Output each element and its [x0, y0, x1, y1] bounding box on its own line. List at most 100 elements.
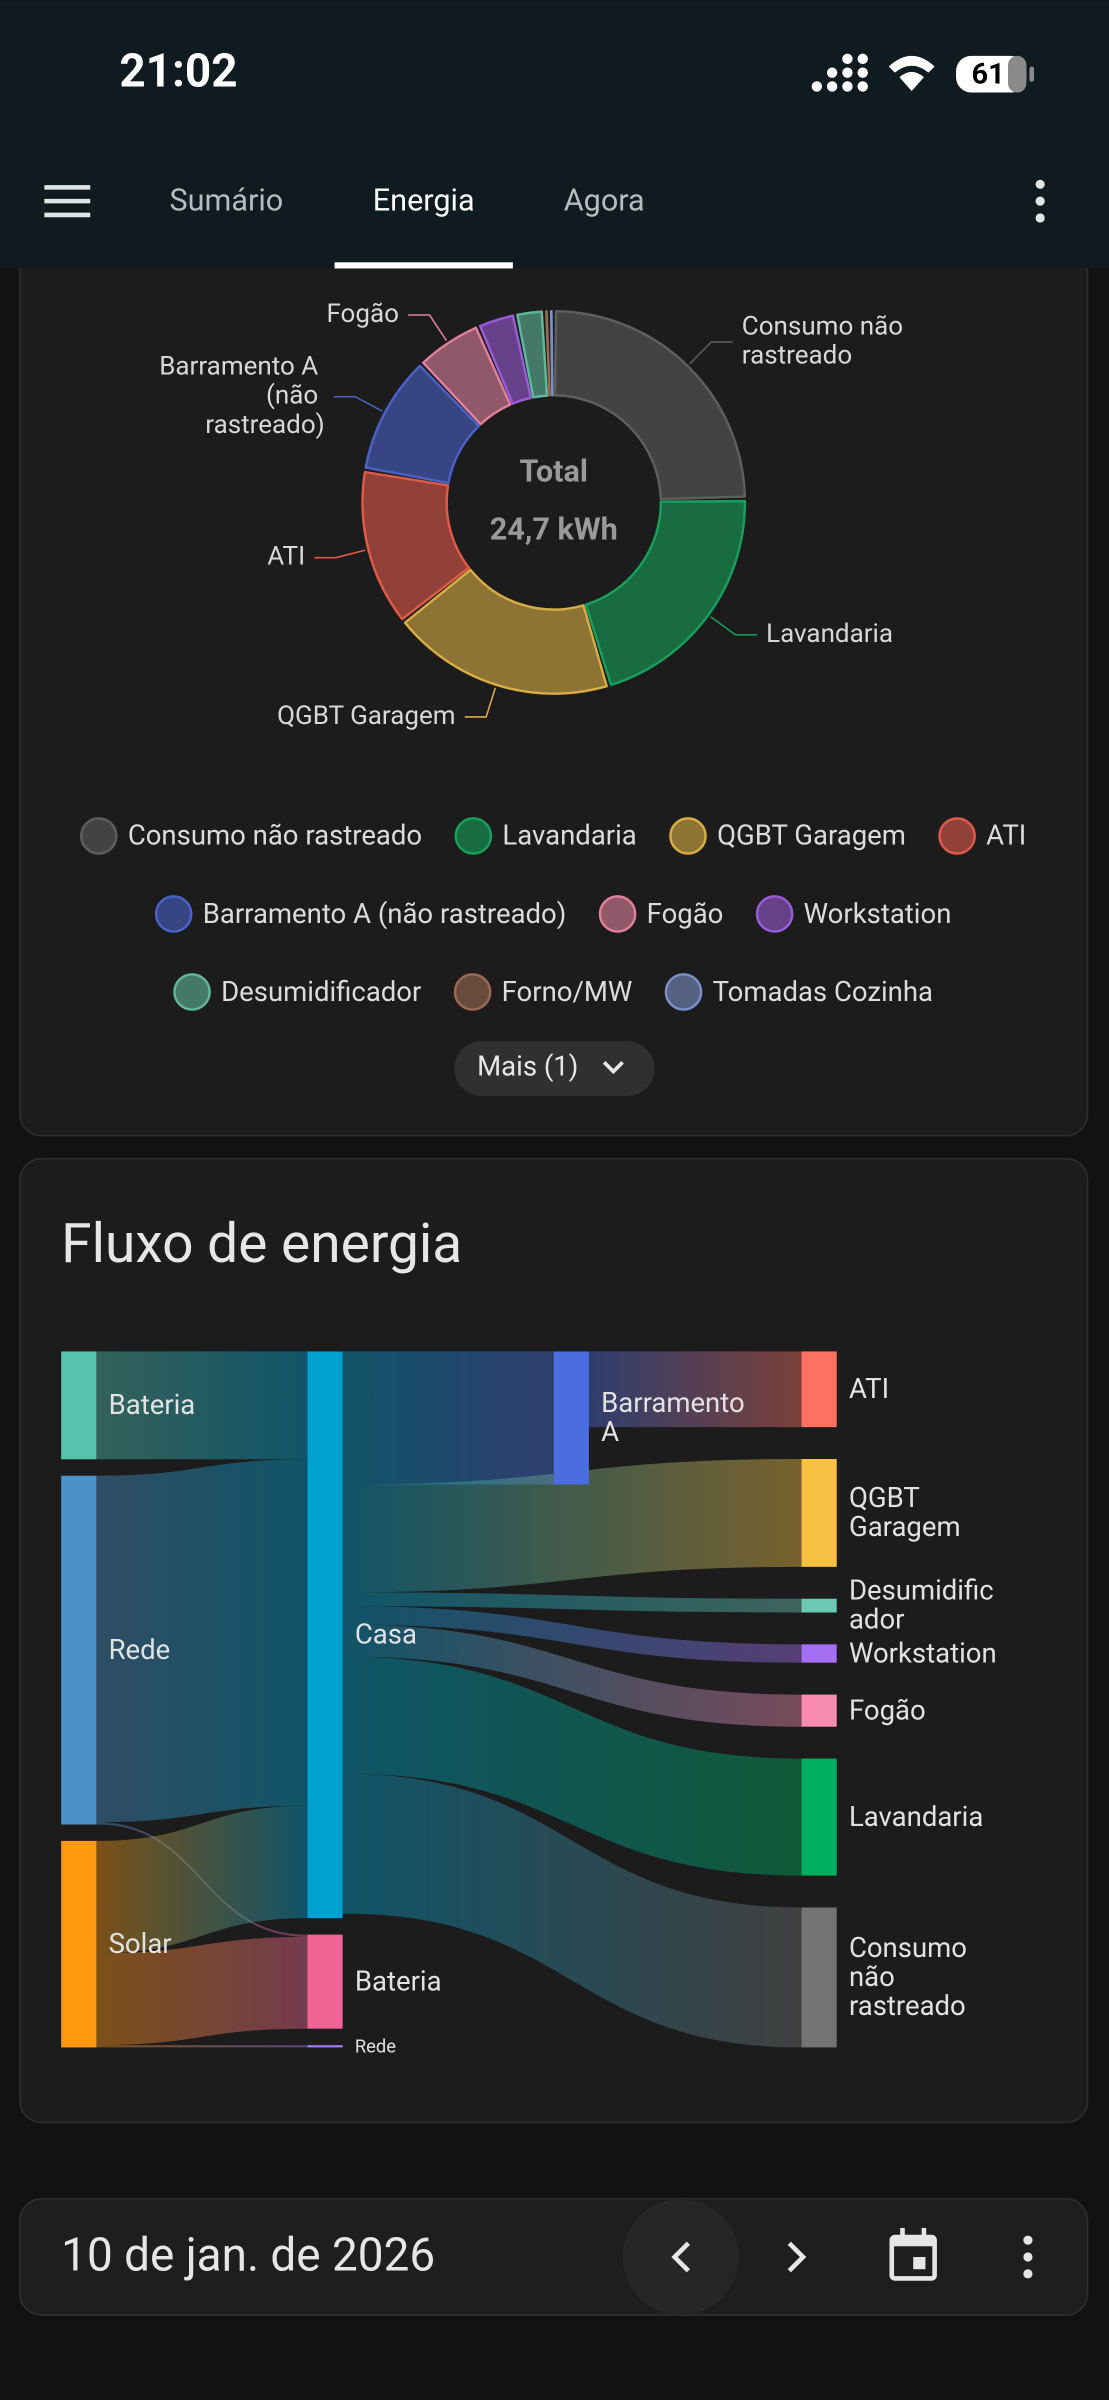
label-line: Barramento — [601, 1386, 751, 1419]
battery-tip — [1029, 66, 1035, 82]
donut-label: ATI — [267, 542, 305, 572]
label-line: rastreado) — [205, 410, 324, 440]
sankey-link — [96, 1805, 308, 1954]
legend: Consumo não rastreado Lavandaria QGBT Gara… — [79, 817, 1026, 1011]
legend-item: Workstation — [755, 895, 952, 933]
legend-label: Consumo não rastreado — [128, 819, 422, 852]
legend-swatch — [598, 895, 637, 933]
signal-icon — [811, 53, 868, 92]
sankey-node-label: Fogão — [849, 1693, 926, 1726]
legend-label: QGBT Garagem — [717, 819, 906, 852]
sankey-link — [96, 1459, 308, 1823]
overflow-menu-button[interactable] — [1035, 179, 1045, 223]
sankey-chart: Bateria Rede Solar Casa Bateria Rede Barrament… — [61, 1351, 997, 2058]
leader-line — [333, 395, 383, 412]
sankey-link — [342, 1624, 802, 1727]
sankey-link — [342, 1656, 802, 1876]
sankey-node — [553, 1351, 589, 1485]
donut-segment — [361, 470, 471, 621]
donut-chart: Consumo não rastreado Lavandaria QGBT Gara… — [159, 299, 909, 731]
sankey-node-label: Solar — [109, 1927, 172, 1960]
sankey-node-label: Workstation — [849, 1636, 997, 1669]
chevron-down-icon[interactable] — [602, 1061, 624, 1075]
tab[interactable]: Sumário — [170, 184, 284, 219]
legend-swatch — [453, 973, 492, 1011]
label-line: rastreado — [742, 340, 852, 370]
date-overflow-button[interactable] — [1023, 2235, 1033, 2279]
calendar-button[interactable] — [889, 2227, 937, 2281]
label-line: não — [849, 1960, 902, 1993]
tab[interactable]: Agora — [564, 184, 645, 219]
card-title: Fluxo de energia — [61, 1212, 462, 1276]
leader-line — [408, 314, 448, 341]
sankey-link — [342, 1592, 802, 1613]
legend-item: Barramento A (não rastreado) — [154, 895, 566, 933]
sankey-link — [342, 1606, 802, 1663]
sankey-node — [801, 1644, 837, 1663]
app-header — [0, 0, 1109, 269]
legend-swatch — [938, 817, 976, 855]
legend-item: Fogão — [598, 895, 723, 933]
date-label: 10 de jan. de 2026 — [61, 2229, 435, 2283]
donut-segment — [553, 310, 747, 501]
donut-segment — [584, 499, 747, 687]
sankey-node — [307, 1351, 343, 1919]
sankey-link — [342, 1773, 802, 2048]
more-button[interactable]: Mais (1) — [454, 1040, 655, 1096]
legend-swatch — [669, 817, 707, 855]
sankey-node — [801, 1907, 837, 2048]
legend-swatch — [454, 817, 493, 855]
active-tab-indicator — [334, 262, 513, 269]
label-line: Garagem — [849, 1510, 961, 1543]
previous-icon[interactable] — [671, 2241, 690, 2273]
donut-label: QGBT Garagem — [277, 701, 455, 731]
sankey-node — [801, 1459, 837, 1567]
legend-label: Desumidificador — [221, 975, 421, 1008]
more-button-bg[interactable] — [454, 1040, 655, 1096]
previous-button[interactable] — [622, 2198, 739, 2316]
label-line: (não — [266, 381, 325, 411]
sankey-node-label: ATI — [849, 1372, 889, 1405]
legend-label: Workstation — [804, 897, 952, 930]
sankey-node-label: Rede — [355, 2037, 396, 2058]
sankey-node-label: Bateria — [109, 1388, 196, 1421]
status-time: 21:02 — [119, 44, 237, 98]
label-line: A — [601, 1415, 619, 1448]
sankey-node — [801, 1598, 837, 1613]
label-line: Desumidific — [849, 1574, 994, 1607]
donut-segment — [422, 326, 512, 426]
label-line: ador — [849, 1603, 905, 1636]
legend-item: Lavandaria — [454, 817, 637, 855]
sankey-node-label: Lavandaria — [849, 1800, 983, 1833]
sankey-link — [96, 1936, 308, 2046]
sankey-node-label: Consumo não rastreado — [849, 1931, 974, 2022]
legend-swatch — [664, 973, 703, 1011]
donut-label: Barramento A (não rastreado) — [159, 352, 324, 440]
label-line: Barramento A — [159, 352, 324, 382]
sankey-link — [96, 2045, 308, 2048]
donut-label: Fogão — [326, 299, 399, 329]
sankey-node — [61, 1475, 97, 1825]
sankey-node — [801, 1351, 837, 1428]
leader-line — [314, 549, 366, 559]
label-line: Consumo não — [742, 311, 910, 341]
donut-label: Consumo não rastreado — [742, 311, 910, 370]
sankey-node — [61, 1840, 97, 2048]
next-button[interactable] — [787, 2241, 807, 2273]
sankey-link — [588, 1351, 802, 1428]
more-button-label[interactable]: Mais (1) — [477, 1050, 578, 1083]
battery-empty-part — [1008, 55, 1027, 93]
donut-segment — [364, 364, 481, 485]
donut-label: Lavandaria — [766, 619, 893, 649]
legend-swatch — [173, 973, 211, 1011]
leader-line — [464, 687, 497, 718]
tab[interactable]: Energia — [373, 184, 475, 219]
sankey-link — [342, 1351, 554, 1485]
legend-item: Consumo não rastreado — [79, 817, 422, 855]
legend-swatch — [79, 817, 118, 855]
legend-label: Forno/MW — [502, 975, 633, 1008]
menu-button[interactable] — [44, 185, 91, 218]
legend-item: Tomadas Cozinha — [664, 973, 933, 1011]
